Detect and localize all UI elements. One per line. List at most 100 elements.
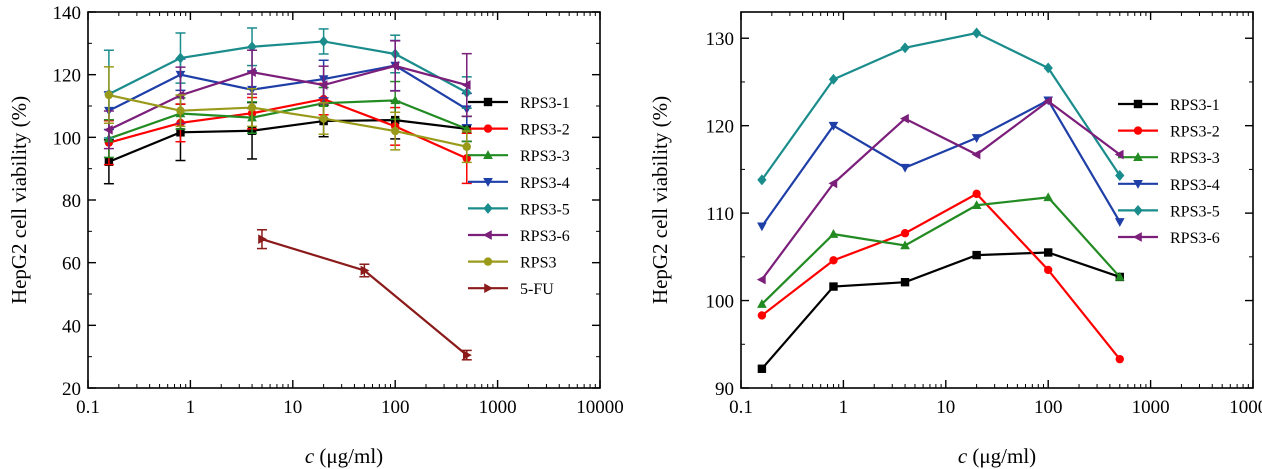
x-axis-variable: c bbox=[958, 444, 968, 468]
x-axis-unit: (μg/ml) bbox=[972, 444, 1036, 468]
y-axis-title: HepG2 cell viability (%) bbox=[648, 96, 672, 304]
data-point bbox=[462, 142, 471, 151]
series-line bbox=[761, 192, 1121, 360]
data-point bbox=[829, 256, 838, 265]
legend-label: RPS3-3 bbox=[1170, 150, 1220, 167]
data-point bbox=[391, 126, 400, 136]
series-rps3-2 bbox=[757, 189, 1124, 364]
y-tick-label: 120 bbox=[706, 117, 735, 138]
data-point bbox=[1114, 149, 1124, 160]
legend-label: RPS3-1 bbox=[520, 95, 570, 112]
legend-marker bbox=[483, 97, 493, 107]
legend-marker bbox=[1132, 232, 1142, 242]
legend-item: RPS3-6 bbox=[1118, 230, 1220, 247]
legend-marker bbox=[483, 257, 493, 266]
data-point bbox=[1043, 62, 1053, 74]
legend-item: RPS3-2 bbox=[1118, 124, 1220, 141]
legend-label: RPS3-5 bbox=[1170, 203, 1220, 220]
data-point bbox=[258, 234, 268, 244]
x-tick-label: 10000 bbox=[1229, 397, 1262, 418]
legend-label: RPS3-6 bbox=[520, 228, 570, 245]
legend-label: 5-FU bbox=[520, 281, 554, 298]
series-rps3-3 bbox=[757, 192, 1125, 308]
legend-marker bbox=[483, 202, 493, 214]
y-tick-label: 80 bbox=[62, 191, 81, 212]
series-line bbox=[108, 93, 468, 148]
legend-label: RPS3-2 bbox=[1170, 124, 1220, 141]
data-point bbox=[829, 282, 838, 291]
x-tick-label: 0.1 bbox=[729, 397, 753, 418]
y-tick-label: 20 bbox=[62, 379, 81, 400]
series-rps3-3 bbox=[103, 80, 472, 159]
data-point bbox=[828, 229, 839, 238]
data-point bbox=[757, 174, 767, 186]
x-tick-label: 0.1 bbox=[76, 397, 100, 418]
data-point bbox=[1115, 170, 1125, 181]
data-point bbox=[971, 149, 981, 160]
series-rps3-4 bbox=[103, 39, 472, 131]
panel-left-chart: 0.1 1 10 100 1000 10000 20 40 60 80 100 120 140 c (μg… bbox=[7, 3, 624, 468]
series-line bbox=[261, 238, 468, 356]
y-tick-label: 40 bbox=[62, 316, 81, 337]
series-rps3-5 bbox=[757, 27, 1125, 186]
x-axis-title: c (μg/ml) bbox=[305, 444, 383, 468]
x-tick-label: 10 bbox=[936, 397, 955, 418]
series-rps3-2 bbox=[103, 82, 472, 185]
series-line bbox=[108, 97, 468, 160]
legend-item: RPS3-5 bbox=[468, 201, 570, 218]
legend-item: RPS3-1 bbox=[1118, 97, 1220, 114]
series-line bbox=[108, 64, 468, 131]
series-rps3-6 bbox=[103, 40, 472, 150]
data-point bbox=[318, 80, 328, 90]
legend-item: RPS3-3 bbox=[468, 148, 570, 165]
data-point bbox=[972, 189, 981, 199]
legend-label: RPS3-2 bbox=[520, 122, 570, 139]
legend-marker bbox=[1133, 99, 1143, 109]
x-tick-label: 100 bbox=[381, 397, 410, 418]
x-tick-label: 10 bbox=[283, 397, 302, 418]
legend-label: RPS3-4 bbox=[520, 175, 570, 192]
data-point bbox=[176, 106, 185, 115]
legend-marker bbox=[1133, 180, 1143, 189]
data-point bbox=[971, 134, 982, 143]
data-point bbox=[360, 265, 370, 276]
legend-item: RPS3-6 bbox=[468, 228, 570, 245]
y-tick-label: 100 bbox=[706, 292, 735, 313]
x-tick-label: 10000 bbox=[576, 397, 624, 418]
x-tick-label: 1 bbox=[186, 397, 196, 418]
legend-item: RPS3-2 bbox=[468, 122, 570, 139]
x-tick-label: 100 bbox=[1034, 397, 1063, 418]
series-line bbox=[761, 31, 1121, 181]
data-point bbox=[757, 222, 767, 232]
plot-frame bbox=[87, 11, 601, 389]
series-5-fu bbox=[256, 229, 472, 361]
series-line bbox=[761, 251, 1121, 370]
series-rps3-6 bbox=[756, 96, 1124, 285]
data-point bbox=[1114, 271, 1125, 281]
legend-marker bbox=[482, 230, 492, 240]
series-rps3 bbox=[103, 66, 472, 164]
data-point bbox=[104, 90, 114, 100]
series-line bbox=[108, 64, 468, 112]
data-point bbox=[757, 311, 767, 320]
series-line bbox=[108, 99, 468, 140]
legend-marker bbox=[1133, 204, 1143, 216]
data-point bbox=[828, 73, 839, 85]
x-tick-label: 1 bbox=[839, 397, 849, 418]
legend-marker bbox=[483, 124, 493, 133]
data-point bbox=[900, 240, 910, 250]
data-point bbox=[247, 103, 257, 112]
series-line bbox=[108, 118, 467, 163]
legend-label: RPS3 bbox=[520, 255, 556, 272]
data-point bbox=[390, 61, 399, 71]
legend-label: RPS3-3 bbox=[520, 148, 570, 165]
legend-item: RPS3-3 bbox=[1118, 150, 1220, 167]
y-axis-title: HepG2 cell viability (%) bbox=[7, 96, 31, 304]
y-tick-label: 140 bbox=[53, 3, 82, 24]
data-point bbox=[971, 200, 982, 210]
series-rps3-1 bbox=[757, 248, 1124, 373]
legend-marker bbox=[483, 150, 493, 159]
data-point bbox=[247, 67, 256, 77]
y-tick-label: 90 bbox=[715, 379, 734, 400]
y-tick-label: 110 bbox=[706, 204, 734, 225]
